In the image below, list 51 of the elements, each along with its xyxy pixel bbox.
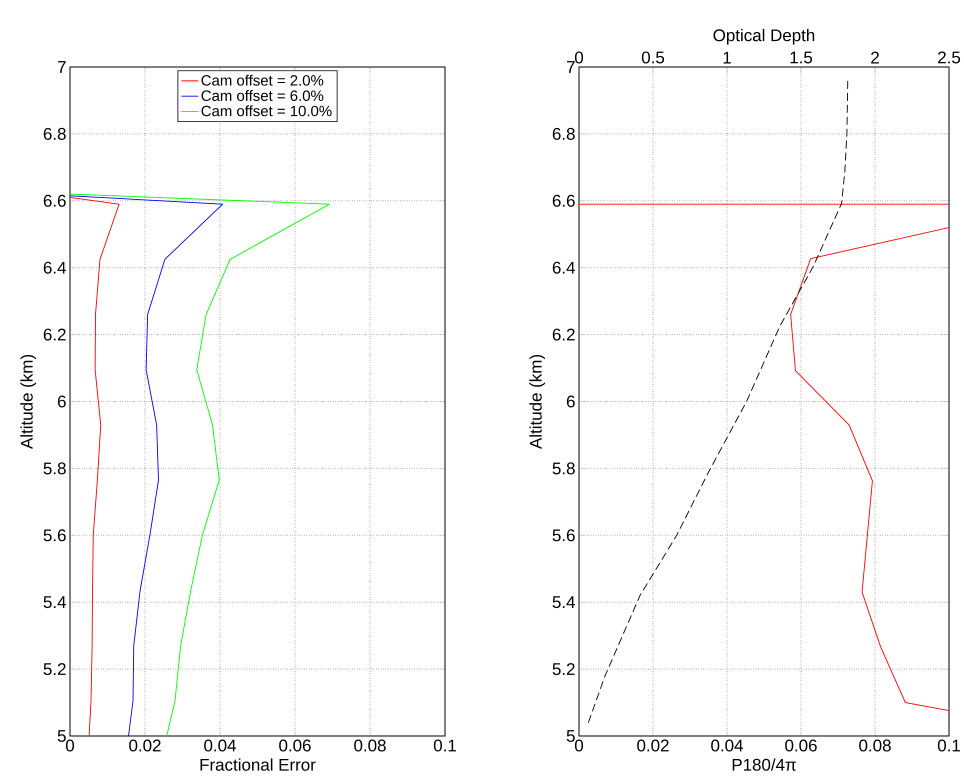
x-tick-label: 0.06 bbox=[279, 740, 311, 752]
y-tick-label: 6.4 bbox=[44, 262, 66, 274]
x-tick-label: 0 bbox=[66, 740, 74, 752]
x-tick-label: 0 bbox=[574, 740, 584, 752]
x-tick-label: 0.02 bbox=[637, 740, 669, 752]
x2-axis-title: Optical Depth bbox=[714, 28, 814, 45]
y-tick-label: 6.8 bbox=[552, 128, 575, 140]
y-tick-label: 5.8 bbox=[552, 462, 575, 474]
x-tick-label: 0.08 bbox=[354, 740, 386, 752]
y-tick-label: 6.2 bbox=[44, 328, 66, 341]
y-tick-label: 6.6 bbox=[44, 194, 66, 207]
line-series bbox=[70, 197, 120, 736]
legend-label: Cam offset = 6.0% bbox=[202, 90, 324, 101]
y-axis-title: Altitude (km) bbox=[529, 355, 546, 449]
y-tick-label: 5.4 bbox=[552, 596, 575, 608]
x-tick-label: 0.04 bbox=[711, 740, 743, 752]
x-tick-label: 0.02 bbox=[129, 740, 161, 752]
y-tick-label: 6.4 bbox=[552, 262, 575, 274]
legend-label: Cam offset = 2.0% bbox=[202, 74, 324, 86]
line-series bbox=[70, 195, 224, 736]
y-tick-label: 6.6 bbox=[552, 194, 575, 207]
y-tick-label: 5.6 bbox=[552, 529, 575, 542]
y-tick-label: 7 bbox=[566, 61, 575, 73]
y-tick-label: 7 bbox=[58, 61, 66, 73]
x-tick-label: 0.08 bbox=[859, 740, 891, 752]
y-tick-label: 6.2 bbox=[552, 328, 575, 341]
line-series bbox=[70, 194, 330, 736]
x2-tick-label: 1.5 bbox=[790, 52, 812, 64]
y-tick-label: 5.2 bbox=[552, 663, 575, 676]
y-tick-label: 5.2 bbox=[44, 663, 66, 676]
x-axis-title: P180/4π bbox=[732, 758, 796, 771]
x2-tick-label: 2.5 bbox=[938, 51, 960, 64]
y-axis-title: Altitude (km) bbox=[20, 355, 36, 449]
y-tick-label: 6.8 bbox=[44, 128, 66, 140]
x-tick-label: 0.06 bbox=[785, 740, 817, 752]
y-tick-label: 5.6 bbox=[44, 529, 66, 542]
legend-label: Cam offset = 10.0% bbox=[202, 105, 332, 116]
y-tick-label: 5 bbox=[58, 730, 66, 742]
y-tick-label: 6 bbox=[58, 396, 66, 408]
y-tick-label: 5 bbox=[566, 730, 575, 742]
x2-tick-label: 1 bbox=[724, 52, 731, 64]
x2-tick-label: 0.5 bbox=[642, 51, 664, 64]
y-tick-label: 5.4 bbox=[44, 596, 66, 608]
y-tick-label: 5.8 bbox=[44, 462, 66, 474]
x2-tick-label: 2 bbox=[871, 52, 879, 64]
x-tick-label: 0.1 bbox=[938, 740, 960, 752]
x2-tick-label: 0 bbox=[574, 51, 584, 64]
x-axis-title: Fractional Error bbox=[200, 758, 316, 771]
x-tick-label: 0.1 bbox=[434, 740, 456, 752]
y-tick-label: 6 bbox=[566, 396, 575, 408]
x-tick-label: 0.04 bbox=[204, 740, 236, 752]
